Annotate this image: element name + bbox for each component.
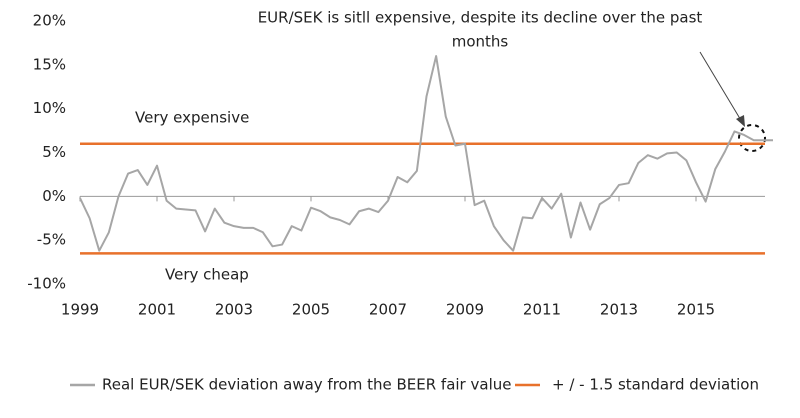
x-tick-label: 2011 [523,301,561,319]
y-tick-label: 10% [33,99,66,117]
x-tick-label: 2003 [215,301,253,319]
annotation-arrow [699,51,743,123]
highlight-circle [738,124,766,152]
annotation: months [452,33,509,51]
y-tick-label: -10% [27,275,66,293]
y-tick-label: 20% [33,12,66,30]
x-tick-label: 2007 [369,301,407,319]
legend-label: Real EUR/SEK deviation away from the BEE… [102,376,511,394]
y-tick-label: 5% [42,143,66,161]
y-tick-label: -5% [37,231,66,249]
x-tick-label: 1999 [61,301,99,319]
data-line [79,55,773,252]
x-tick-label: 2001 [138,301,176,319]
x-tick-label: 2013 [600,301,638,319]
y-tick-label: 15% [33,55,66,73]
x-tick-label: 2015 [677,301,715,319]
arrow-head [736,115,745,127]
y-tick-label: 0% [42,187,66,205]
zone-label: Very cheap [165,266,249,284]
legend-label: + / - 1.5 standard deviation [552,376,759,394]
x-tick-label: 2005 [292,301,330,319]
zone-label: Very expensive [135,109,249,127]
annotation: EUR/SEK is sitll expensive, despite its … [258,9,703,27]
x-tick-label: 2009 [446,301,484,319]
